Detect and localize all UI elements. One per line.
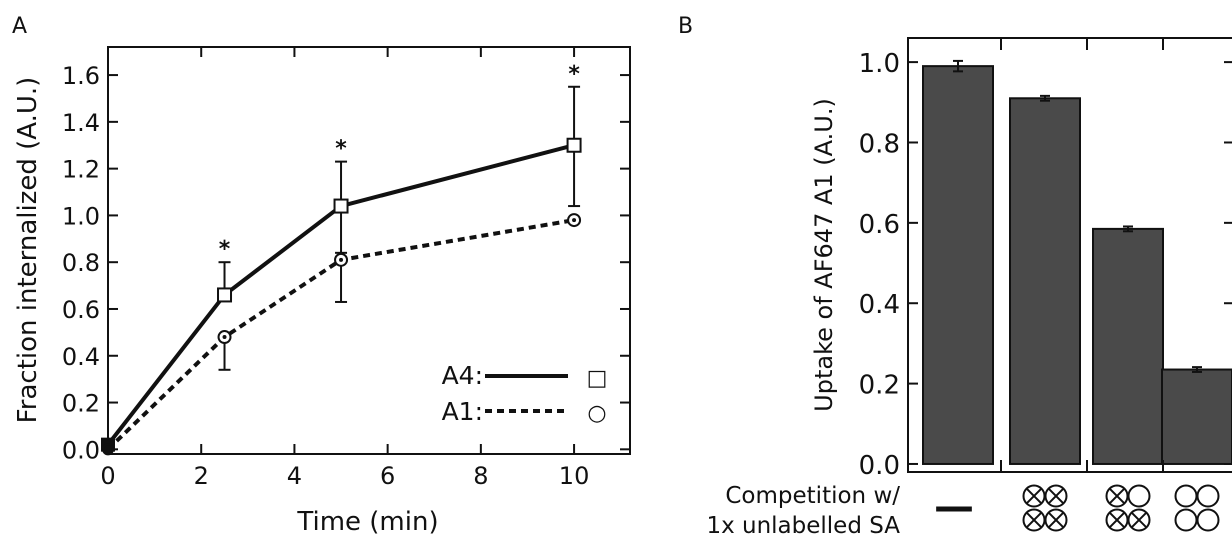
cross-stroke <box>1047 487 1065 505</box>
circle-icon <box>1127 484 1151 508</box>
y-tick-label: 0.6 <box>859 210 900 240</box>
bar-chart-panel: 0.0 0.2 0.4 0.6 0.8 1.0 — Uptake of AF647 A1 … <box>706 37 1232 539</box>
x-tick-label: 8 <box>473 462 488 490</box>
circle-icon <box>1174 484 1198 508</box>
cross-stroke <box>1130 511 1148 529</box>
error-bars <box>953 59 1202 373</box>
bars <box>922 65 1232 465</box>
legend: A4: □ A1: ○ <box>442 361 608 426</box>
y-axis: 0.0 0.2 0.4 0.6 0.8 1.0 <box>859 49 1232 481</box>
y-tick-label: 1.2 <box>62 156 100 184</box>
line-chart-panel: 0.0 0.2 0.4 0.6 0.8 1.0 1.2 1.4 1.6 0 2 4 6 8 10 * ** … <box>13 46 631 537</box>
significance-star: * <box>568 62 580 87</box>
panel-a-label: A <box>12 14 27 39</box>
y-axis: 0.0 0.2 0.4 0.6 0.8 1.0 1.2 1.4 1.6 <box>62 62 630 464</box>
y-tick-label: 1.0 <box>859 49 900 79</box>
competition-label-line1: Competition w/ <box>725 483 900 509</box>
cross-stroke <box>1108 511 1126 529</box>
circle-marker-dot <box>222 335 227 340</box>
no-competitor-dash-icon: — <box>934 484 974 530</box>
circle-marker-dot <box>339 257 344 262</box>
y-tick-label: 1.0 <box>62 202 100 230</box>
y-axis-title: Uptake of AF647 A1 (A.U.) <box>810 98 838 412</box>
y-tick-label: 0.0 <box>62 436 100 464</box>
x-axis: 0 2 4 6 8 10 <box>100 47 589 490</box>
cross-stroke <box>1108 487 1126 505</box>
significance-star: * <box>219 237 231 262</box>
series-markers <box>101 137 582 456</box>
cross-stroke <box>1025 487 1043 505</box>
legend-square-icon: □ <box>587 366 608 391</box>
x-tick-label: 0 <box>100 462 115 490</box>
error-bars <box>218 85 581 371</box>
bar <box>1161 368 1232 465</box>
y-tick-label: 1.4 <box>62 109 100 137</box>
y-axis-title: Fraction internalized (A.U.) <box>13 77 43 424</box>
circle-icon <box>1196 484 1220 508</box>
plot-frame <box>107 46 631 455</box>
x-tick-label: 6 <box>380 462 395 490</box>
series-line-0 <box>106 143 575 446</box>
legend-label-a4: A4: <box>442 361 483 390</box>
x-tick-label: 2 <box>194 462 209 490</box>
cross-stroke <box>1025 511 1043 529</box>
circle-icon <box>1196 508 1220 532</box>
y-tick-label: 0.2 <box>859 371 900 401</box>
competition-label-line2: 1x unlabelled SA <box>706 513 900 539</box>
legend-circle-icon: ○ <box>587 401 606 426</box>
significance-markers: * * * <box>219 62 581 262</box>
plot-frame <box>907 37 1232 473</box>
panel-b-label: B <box>678 14 693 39</box>
circle-icon <box>1174 508 1198 532</box>
series-lines <box>106 143 575 451</box>
y-tick-label: 0.8 <box>859 129 900 159</box>
x-tick-label: 10 <box>559 462 590 490</box>
circle-marker <box>102 443 114 456</box>
y-tick-label: 0.8 <box>62 249 100 277</box>
circle-marker-dot <box>572 218 577 223</box>
square-marker <box>333 198 349 214</box>
top-ticks <box>1000 38 1164 472</box>
x-axis-title: Time (min) <box>296 507 438 537</box>
significance-star: * <box>335 137 347 162</box>
bar <box>922 65 994 465</box>
x-tick-label: 4 <box>287 462 302 490</box>
y-tick-label: 0.4 <box>859 290 900 320</box>
y-tick-label: 0.6 <box>62 296 100 324</box>
legend-label-a1: A1: <box>442 397 483 426</box>
competitor-glyphs: — <box>934 484 1220 532</box>
y-tick-label: 0.2 <box>62 390 100 418</box>
y-tick-label: 1.6 <box>62 62 100 90</box>
series-line-1 <box>106 218 575 451</box>
cross-stroke <box>1047 511 1065 529</box>
bar <box>1092 227 1164 465</box>
y-tick-label: 0.4 <box>62 343 100 371</box>
square-marker <box>217 287 233 303</box>
bar <box>1009 97 1081 465</box>
y-tick-label: 0.0 <box>859 451 900 481</box>
square-marker <box>566 137 582 153</box>
